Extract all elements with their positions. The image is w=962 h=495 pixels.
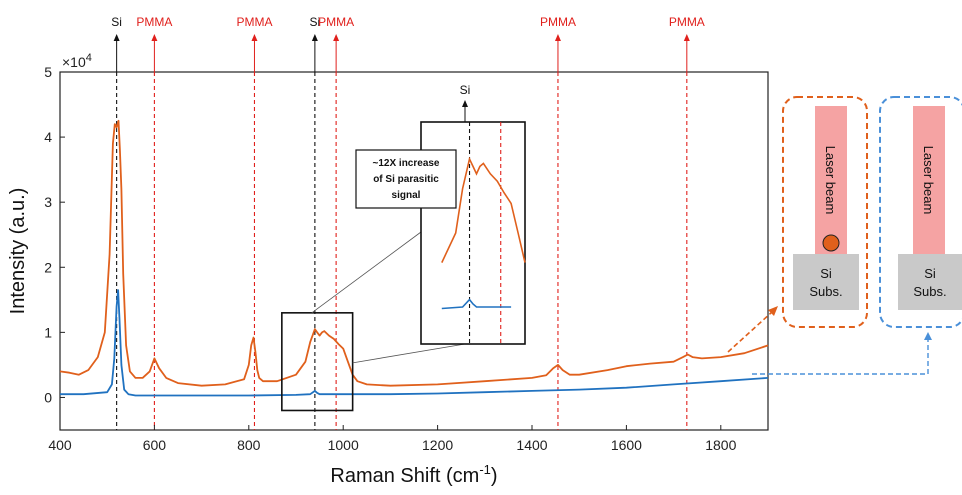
zoom-connector-top (311, 231, 422, 314)
peak-marker-arrowhead (151, 34, 158, 41)
y-tick-label: 0 (44, 389, 52, 405)
inset-spectrum-line (441, 156, 526, 263)
peak-marker-arrowhead (251, 34, 258, 41)
x-tick-label: 400 (48, 437, 72, 453)
annotation-frame (355, 149, 457, 209)
peak-marker-arrowhead (333, 34, 340, 41)
spectra (59, 119, 769, 397)
diagram-2-beam-label: Laser beam (921, 146, 936, 215)
diagram-1-beam (815, 106, 847, 254)
diagram-1-frame (782, 96, 868, 328)
x-axis-title-sup: -1 (479, 462, 491, 477)
y-tick-label: 1 (44, 324, 52, 340)
zoom-connector-bottom (352, 343, 466, 364)
x-tick-label: 1000 (328, 437, 359, 453)
y-tick-label: 5 (44, 64, 52, 80)
y-tick-label: 2 (44, 259, 52, 275)
y-tick-label: 4 (44, 129, 52, 145)
peak-marker-arrowhead (113, 34, 120, 41)
y-ticks: 0 1 2 3 4 5 (44, 64, 65, 405)
diagram-1-substrate (793, 254, 859, 310)
peak-marker-label: Si (111, 15, 122, 29)
y-exponent-power: 4 (86, 52, 92, 64)
inset-spectra (441, 122, 526, 344)
x-tick-label: 600 (143, 437, 167, 453)
diagram-with-particle: Laser beam Si Subs. (782, 96, 868, 328)
diagram-2-beam (913, 106, 945, 254)
inset-si-arrowhead (462, 100, 468, 107)
y-axis-title: Intensity (a.u.) (7, 188, 29, 315)
x-tick-label: 1600 (611, 437, 642, 453)
peak-marker-label: PMMA (669, 15, 705, 29)
diagram-1-particle (822, 234, 840, 252)
peak-marker-label: PMMA (540, 15, 576, 29)
diagram-1-substrate-line-2: Subs. (809, 284, 842, 299)
x-tick-label: 1400 (516, 437, 547, 453)
peak-marker-arrowhead (554, 34, 561, 41)
diagram-without-particle: Laser beam Si Subs. (879, 96, 962, 328)
y-exponent: ×104 (62, 52, 92, 70)
annotation-line-3: signal (392, 190, 421, 201)
annotation-line-1: ~12X increase (373, 158, 440, 169)
x-ticks: 400 600 800 1000 1200 1400 1600 1800 (48, 425, 737, 453)
x-tick-label: 1800 (705, 437, 736, 453)
y-tick-label: 3 (44, 194, 52, 210)
spectrum-line (59, 119, 769, 387)
peak-marker-label: PMMA (318, 15, 354, 29)
x-axis-title-suffix: ) (491, 465, 498, 487)
diagram-1-substrate-line-1: Si (820, 266, 832, 281)
orange-connector-head (768, 306, 778, 316)
annotation-box: ~12X increase of Si parasitic signal (355, 149, 457, 209)
diagram-2-substrate-line-2: Subs. (913, 284, 946, 299)
peak-marker-arrowhead (683, 34, 690, 41)
x-tick-label: 800 (237, 437, 261, 453)
zoom-region-box (281, 312, 354, 412)
orange-connector (727, 311, 773, 353)
diagram-2-substrate-line-1: Si (924, 266, 936, 281)
peak-marker-arrowhead (311, 34, 318, 41)
plot-frame (59, 71, 769, 431)
x-axis-title-main: Raman Shift (cm (330, 465, 479, 487)
diagram-2-substrate (898, 254, 962, 310)
y-exponent-base: ×10 (62, 54, 86, 70)
peak-marker-label: PMMA (136, 15, 172, 29)
zoom-inset: Si (420, 83, 526, 345)
peak-marker-label: PMMA (236, 15, 272, 29)
blue-connector (752, 338, 929, 375)
inset-si-label: Si (460, 83, 471, 97)
spectrum-line (60, 289, 769, 397)
x-tick-label: 1200 (422, 437, 453, 453)
diagram-2-frame (879, 96, 962, 328)
x-axis-title: Raman Shift (cm-1) (330, 462, 497, 487)
annotation-line-2: of Si parasitic (373, 174, 439, 185)
inset-spectrum-line (441, 298, 512, 310)
legend-connectors (727, 306, 932, 375)
peak-marker-label: Si (310, 15, 321, 29)
diagram-1-beam-label: Laser beam (823, 146, 838, 215)
blue-connector-head (924, 332, 932, 340)
